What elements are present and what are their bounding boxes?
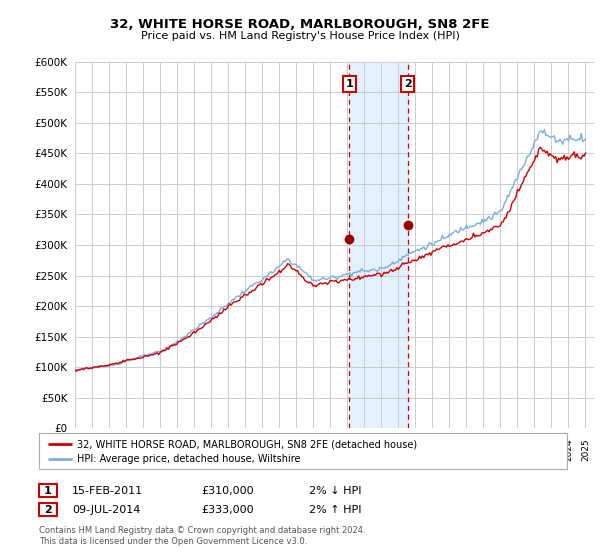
- Text: 09-JUL-2014: 09-JUL-2014: [72, 505, 140, 515]
- Bar: [349, 62, 407, 428]
- Text: 2% ↓ HPI: 2% ↓ HPI: [309, 486, 361, 496]
- Text: 2% ↑ HPI: 2% ↑ HPI: [309, 505, 361, 515]
- Text: 1: 1: [44, 486, 52, 496]
- Text: £310,000: £310,000: [201, 486, 254, 496]
- Text: 1: 1: [346, 79, 353, 89]
- Text: Contains HM Land Registry data © Crown copyright and database right 2024.
This d: Contains HM Land Registry data © Crown c…: [39, 526, 365, 546]
- Text: £333,000: £333,000: [201, 505, 254, 515]
- Text: 2: 2: [404, 79, 412, 89]
- Text: Price paid vs. HM Land Registry's House Price Index (HPI): Price paid vs. HM Land Registry's House …: [140, 31, 460, 41]
- Text: 32, WHITE HORSE ROAD, MARLBOROUGH, SN8 2FE: 32, WHITE HORSE ROAD, MARLBOROUGH, SN8 2…: [110, 18, 490, 31]
- Text: 15-FEB-2011: 15-FEB-2011: [72, 486, 143, 496]
- Text: HPI: Average price, detached house, Wiltshire: HPI: Average price, detached house, Wilt…: [77, 454, 301, 464]
- Text: 2: 2: [44, 505, 52, 515]
- Text: 32, WHITE HORSE ROAD, MARLBOROUGH, SN8 2FE (detached house): 32, WHITE HORSE ROAD, MARLBOROUGH, SN8 2…: [77, 439, 417, 449]
